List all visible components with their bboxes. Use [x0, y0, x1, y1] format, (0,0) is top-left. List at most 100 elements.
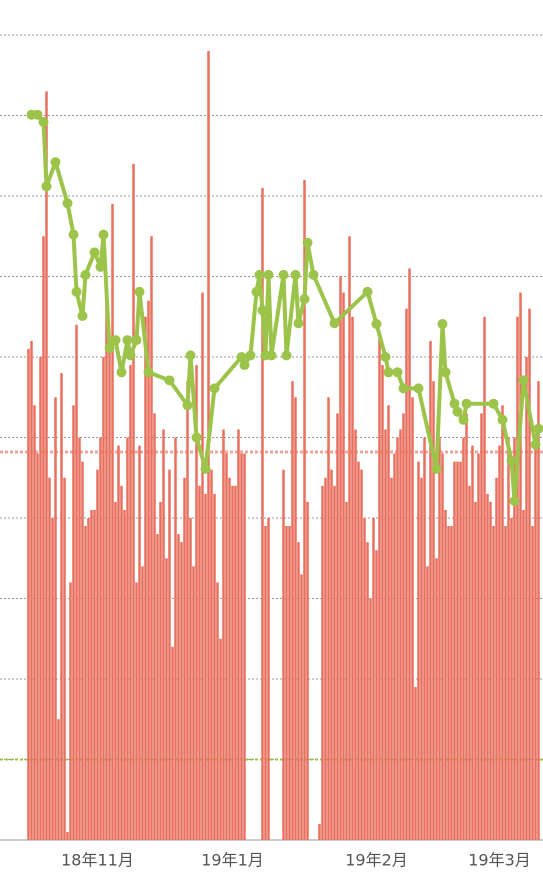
bar	[372, 518, 375, 840]
line-point	[80, 269, 91, 280]
bar	[399, 429, 402, 840]
bar	[123, 509, 126, 840]
bar	[156, 534, 159, 840]
line-point	[62, 198, 73, 209]
line-point	[506, 455, 517, 466]
x-tick-label: 18年11月	[61, 851, 134, 870]
line-point	[182, 400, 193, 411]
bar	[87, 518, 90, 840]
bar	[168, 469, 171, 840]
bar	[159, 501, 162, 840]
bar	[450, 526, 453, 840]
line-point	[110, 335, 121, 346]
line-point	[125, 350, 136, 361]
line-point	[104, 343, 115, 354]
line-point	[278, 269, 289, 280]
line-point	[380, 352, 391, 362]
line-point	[398, 383, 409, 394]
bar	[480, 413, 483, 840]
line-point	[209, 383, 220, 394]
bar	[348, 236, 351, 840]
bar	[369, 598, 372, 840]
bar	[192, 566, 195, 840]
bar	[39, 357, 42, 840]
line-point	[134, 286, 145, 297]
bar	[225, 453, 228, 840]
line-point	[383, 367, 394, 378]
bar	[330, 469, 333, 840]
bar	[291, 381, 294, 840]
bar	[420, 477, 423, 840]
bar	[195, 365, 198, 840]
bar	[183, 477, 186, 840]
bar	[228, 477, 231, 840]
line-point	[77, 310, 88, 321]
bar	[456, 461, 459, 840]
line-point	[437, 318, 448, 329]
line-point	[449, 398, 460, 409]
bar	[264, 526, 267, 840]
bar	[45, 91, 48, 841]
bar	[36, 453, 39, 840]
bar	[474, 501, 477, 840]
bar	[219, 638, 222, 840]
bar	[435, 558, 438, 840]
bar	[324, 477, 327, 840]
line-point	[518, 375, 529, 386]
bar	[414, 687, 417, 840]
line-point	[191, 432, 202, 443]
line-point	[236, 352, 247, 362]
bar	[360, 469, 363, 840]
bar	[99, 437, 102, 840]
bar	[231, 485, 234, 840]
bar	[483, 316, 486, 840]
bar	[510, 518, 513, 840]
bar	[321, 485, 324, 840]
bar	[363, 518, 366, 840]
bar	[237, 429, 240, 840]
bar	[408, 268, 411, 840]
bar	[222, 429, 225, 840]
bar	[498, 445, 501, 840]
bar	[495, 477, 498, 840]
line-point	[257, 305, 268, 316]
bar	[216, 582, 219, 840]
bar	[189, 518, 192, 840]
bar	[84, 526, 87, 840]
line-point	[143, 367, 154, 378]
line-point	[185, 350, 196, 361]
bar	[522, 509, 525, 840]
bar	[282, 469, 285, 840]
line-point	[458, 414, 469, 425]
bar	[303, 179, 306, 840]
bar	[201, 292, 204, 841]
line-point	[116, 367, 127, 378]
bar	[51, 518, 54, 840]
bar	[54, 397, 57, 840]
bar	[519, 292, 522, 841]
bar	[462, 437, 465, 840]
bar	[144, 316, 147, 840]
bar	[366, 542, 369, 840]
line-point	[302, 237, 313, 248]
line-point	[71, 286, 82, 297]
bar	[102, 357, 105, 840]
bar	[174, 437, 177, 840]
bar	[150, 236, 153, 840]
line-point	[293, 318, 304, 329]
line-point	[266, 350, 277, 361]
bar	[426, 566, 429, 840]
bar	[297, 542, 300, 840]
line-point	[131, 335, 142, 346]
line-point	[452, 406, 463, 417]
bar	[57, 719, 60, 840]
bar	[396, 437, 399, 840]
bar	[69, 582, 72, 840]
bar	[138, 445, 141, 840]
bar	[288, 526, 291, 840]
bar	[501, 405, 504, 840]
bar	[42, 236, 45, 840]
bar	[165, 558, 168, 840]
bar	[177, 534, 180, 840]
bar	[384, 429, 387, 840]
